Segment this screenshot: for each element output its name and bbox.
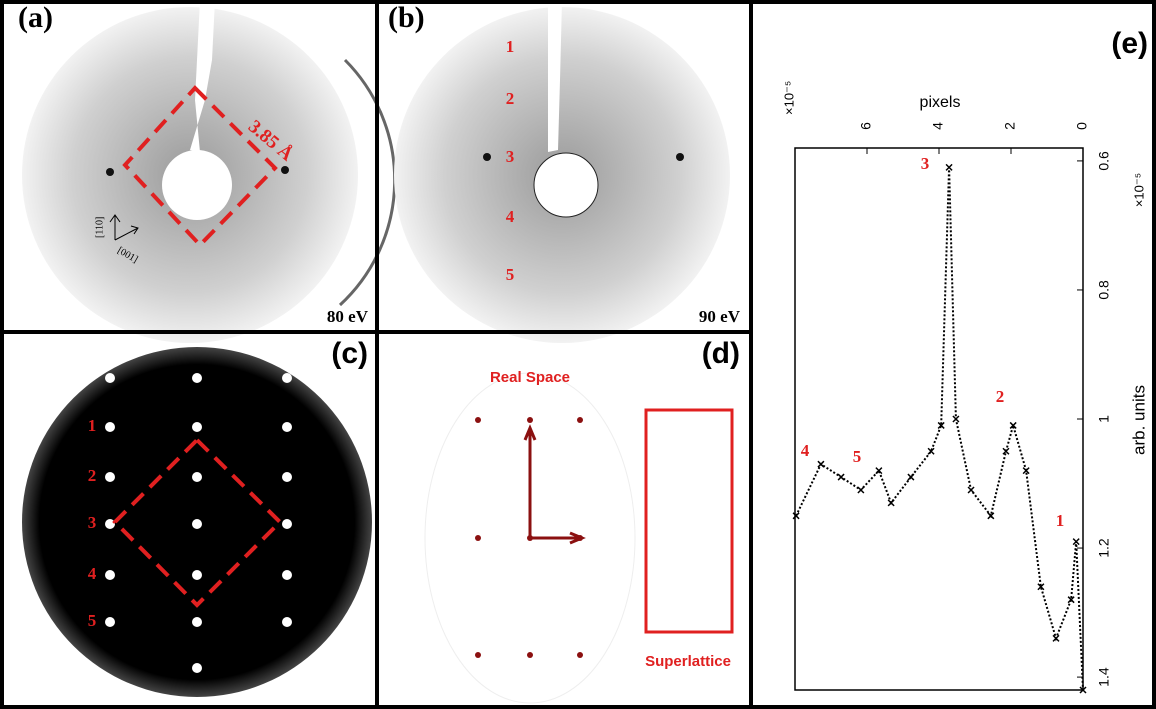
spot-number: 3 [506, 147, 515, 166]
panel-d: Real Space Superlattice (d) [425, 337, 740, 703]
spot [192, 663, 202, 673]
x-tick-label: 0 [1074, 122, 1090, 130]
spot [192, 373, 202, 383]
data-line [796, 167, 1083, 690]
spot [282, 472, 292, 482]
spot-number: 4 [506, 207, 515, 226]
data-point [818, 461, 824, 467]
spot [282, 422, 292, 432]
spot [282, 570, 292, 580]
spot-number: 1 [506, 37, 515, 56]
peak-label: 4 [801, 441, 810, 460]
spot [282, 519, 292, 529]
spot [192, 519, 202, 529]
direction-label: [110] [94, 217, 105, 238]
panel-label: (e) [1111, 27, 1148, 60]
spot [105, 617, 115, 627]
energy-label: 90 eV [699, 307, 741, 326]
data-point [1003, 448, 1009, 454]
lattice-point [527, 417, 533, 423]
spot-number: 2 [88, 466, 97, 485]
peak-label: 5 [853, 447, 862, 466]
plot-frame [795, 148, 1083, 690]
data-point [1073, 539, 1079, 545]
lattice-point [527, 652, 533, 658]
spot [281, 166, 289, 174]
beam-stop [162, 150, 232, 220]
spot [105, 519, 115, 529]
peak-label: 1 [1056, 511, 1065, 530]
data-point [953, 416, 959, 422]
data-point [838, 474, 844, 480]
spot [192, 422, 202, 432]
spot [483, 153, 491, 161]
panel-label: (b) [388, 1, 425, 34]
spot [676, 153, 684, 161]
spot [106, 168, 114, 176]
figure: (a) 3.85 Å [110] [001] 80 eV (b) 1 2 3 4 5 9… [0, 0, 1156, 709]
spot-number: 5 [88, 611, 97, 630]
data-point [968, 487, 974, 493]
spot-number: 5 [506, 265, 515, 284]
data-point [888, 500, 894, 506]
panel-label: (c) [331, 337, 368, 370]
spot [192, 617, 202, 627]
panel-label: (d) [702, 337, 740, 370]
y-axis-label: arb. units [1129, 385, 1148, 455]
superlattice-label: Superlattice [645, 653, 731, 670]
page: (a) 3.85 Å [110] [001] 80 eV (b) 1 2 3 4 5 9… [0, 0, 1156, 709]
panel-b: (b) 1 2 3 4 5 90 eV [388, 0, 741, 343]
x-multiplier: ×10⁻⁵ [781, 81, 796, 115]
x-tick-label: 2 [1002, 122, 1018, 130]
peak-label: 2 [996, 387, 1005, 406]
spot-number: 1 [88, 416, 97, 435]
lattice-point [475, 535, 481, 541]
superlattice-cell [646, 410, 732, 632]
data-point [946, 164, 952, 170]
spot [282, 617, 292, 627]
x-tick-label: 4 [930, 122, 946, 130]
lattice-point [577, 417, 583, 423]
lattice-vectors [525, 428, 582, 543]
data-point [988, 513, 994, 519]
spot [282, 373, 292, 383]
y-tick-label: 0.8 [1096, 280, 1112, 300]
data-point [908, 474, 914, 480]
data-point [1023, 468, 1029, 474]
y-tick-label: 1.4 [1096, 667, 1112, 687]
spot [192, 472, 202, 482]
y-tick-label: 0.6 [1096, 151, 1112, 171]
beam-stop [534, 153, 598, 217]
lattice-point [577, 652, 583, 658]
panel-a: (a) 3.85 Å [110] [001] 80 eV [18, 0, 395, 343]
spot [105, 570, 115, 580]
spot-number: 2 [506, 89, 515, 108]
spot-number: 4 [88, 564, 97, 583]
lattice-point [475, 417, 481, 423]
x-tick-label: 6 [858, 122, 874, 130]
energy-label: 80 eV [327, 307, 369, 326]
real-space-label: Real Space [490, 369, 570, 386]
y-tick-label: 1 [1096, 415, 1112, 423]
spot [105, 373, 115, 383]
spot [105, 422, 115, 432]
peak-label: 3 [921, 154, 930, 173]
x-axis-label: pixels [920, 94, 961, 111]
data-point [858, 487, 864, 493]
panel-label: (a) [18, 1, 53, 34]
spot [192, 570, 202, 580]
panel-c: 1 2 3 4 5 (c) [22, 337, 372, 697]
y-multiplier: ×10⁻⁵ [1131, 173, 1146, 207]
y-tick-label: 1.2 [1096, 538, 1112, 558]
spot-number: 3 [88, 513, 97, 532]
lattice-point [475, 652, 481, 658]
spot [105, 472, 115, 482]
panel-e: (e) pixels ×10⁻⁵ ×10⁻⁵ arb. units 6 4 2 0 0.… [781, 27, 1148, 693]
